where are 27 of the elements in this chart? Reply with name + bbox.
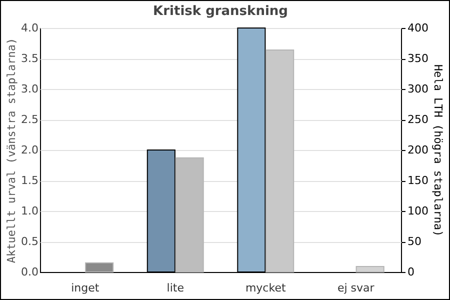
x-tick-label: ej svar	[337, 282, 375, 294]
y-tick-label: 2.5	[21, 113, 38, 126]
y2-tick-label: 100	[408, 204, 428, 218]
y-tick-label: 3.5	[21, 52, 38, 65]
bar	[356, 266, 384, 272]
y-tick-label: 2.0	[21, 144, 38, 156]
y-axis-title: Aktuellt urval (vänstra staplarna)	[5, 38, 18, 264]
y-tick-label: 0.0	[21, 266, 38, 278]
y-tick-label: 0.5	[21, 235, 38, 248]
y2-tick-label: 300	[408, 82, 428, 96]
y2-tick-label: 200	[408, 144, 428, 156]
y-tick-label: 1.0	[21, 204, 38, 218]
y-tick-label: 1.5	[21, 174, 38, 187]
x-tick-label: inget	[71, 282, 100, 294]
y2-tick-label: 50	[408, 235, 422, 248]
chart-title: Kritisk granskning	[153, 4, 288, 19]
bar	[85, 262, 114, 272]
y2-axis-title: Hela LTH (högra staplarna)	[431, 64, 444, 237]
y2-tick-label: 250	[408, 113, 428, 126]
y2-tick-label: 0	[408, 266, 414, 278]
y2-tick-label: 150	[408, 174, 428, 187]
y-tick-label: 4.0	[21, 22, 38, 34]
x-tick-label: mycket	[245, 282, 286, 294]
x-tick-label: lite	[166, 282, 184, 294]
y2-tick-label: 400	[408, 22, 428, 34]
y-tick-label: 3.0	[21, 82, 38, 96]
y2-tick-label: 350	[408, 52, 428, 65]
